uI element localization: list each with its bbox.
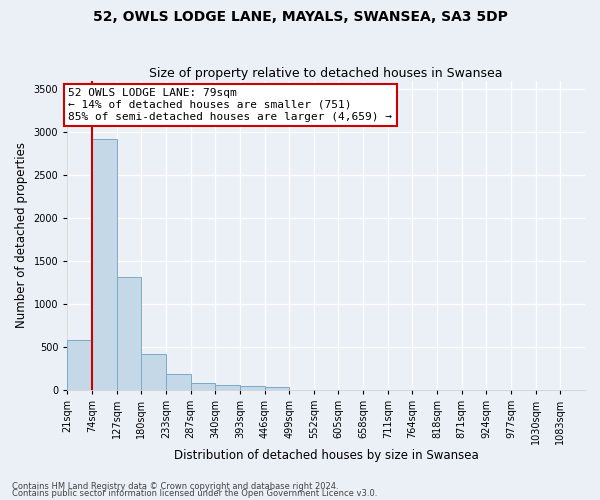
Text: Contains HM Land Registry data © Crown copyright and database right 2024.: Contains HM Land Registry data © Crown c…	[12, 482, 338, 491]
Text: 52, OWLS LODGE LANE, MAYALS, SWANSEA, SA3 5DP: 52, OWLS LODGE LANE, MAYALS, SWANSEA, SA…	[92, 10, 508, 24]
X-axis label: Distribution of detached houses by size in Swansea: Distribution of detached houses by size …	[174, 450, 479, 462]
Bar	[191, 383, 215, 390]
Text: 52 OWLS LODGE LANE: 79sqm
← 14% of detached houses are smaller (751)
85% of semi: 52 OWLS LODGE LANE: 79sqm ← 14% of detac…	[68, 88, 392, 122]
Bar	[166, 374, 191, 390]
Bar	[240, 386, 265, 390]
Bar	[141, 354, 166, 390]
Y-axis label: Number of detached properties: Number of detached properties	[15, 142, 28, 328]
Bar	[92, 139, 116, 390]
Title: Size of property relative to detached houses in Swansea: Size of property relative to detached ho…	[149, 66, 503, 80]
Bar	[116, 277, 141, 390]
Bar	[67, 340, 92, 390]
Text: Contains public sector information licensed under the Open Government Licence v3: Contains public sector information licen…	[12, 489, 377, 498]
Bar	[215, 386, 240, 390]
Bar	[265, 387, 289, 390]
